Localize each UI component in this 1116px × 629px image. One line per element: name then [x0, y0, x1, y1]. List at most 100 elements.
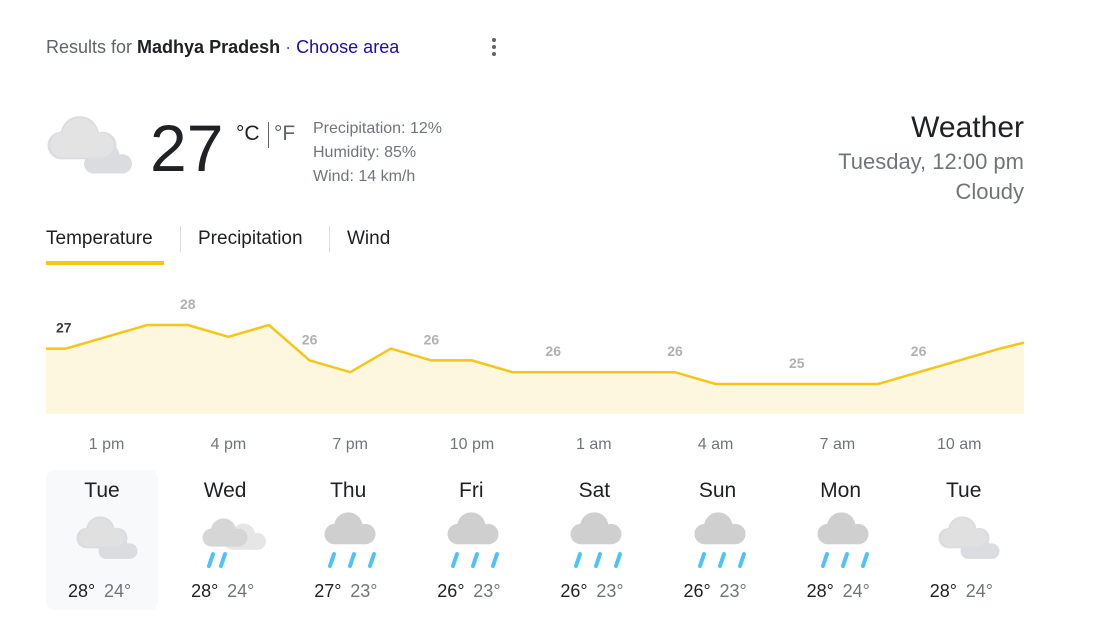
day-name[interactable]: Wed	[203, 479, 247, 502]
rain-drop	[451, 552, 460, 568]
value-label: 25	[789, 355, 805, 371]
area-fill	[46, 325, 1024, 414]
results-line: Results for Madhya Pradesh · Choose area	[46, 37, 399, 58]
tab[interactable]: Temperature	[46, 228, 153, 249]
rain-drop	[491, 552, 500, 568]
current-temperature: 27	[150, 111, 224, 185]
rain-drop	[348, 552, 357, 568]
cloud-part	[581, 531, 612, 545]
current-icon	[47, 116, 132, 174]
hour-label: 1 am	[576, 436, 612, 453]
tab[interactable]: Wind	[347, 228, 391, 249]
cloud-part	[106, 549, 130, 559]
day-icon	[570, 512, 623, 568]
hour-label: 7 pm	[332, 436, 368, 453]
tab-divider	[329, 226, 330, 252]
day-name[interactable]: Sat	[578, 479, 611, 502]
high-temp: 27°	[314, 581, 342, 601]
humidity: Humidity: 85%	[313, 144, 417, 161]
hour-label: 10 am	[937, 436, 981, 453]
low-temp: 24°	[104, 581, 132, 601]
day-icon	[202, 518, 267, 568]
line-extension	[999, 341, 1025, 350]
rain-drop	[328, 552, 337, 568]
high-temp: 28°	[68, 581, 96, 601]
precipitation: Precipitation: 12%	[313, 120, 442, 137]
rain-drop	[860, 552, 869, 568]
day-icon	[817, 512, 869, 568]
cloud-part	[93, 161, 123, 174]
hour-label: 4 am	[698, 436, 734, 453]
low-temp: 23°	[596, 581, 624, 601]
day-icon	[447, 512, 500, 568]
location: Madhya Pradesh	[137, 37, 281, 57]
low-temp: 24°	[965, 581, 993, 601]
condition: Cloudy	[955, 179, 1024, 204]
day-name[interactable]: Sun	[698, 479, 737, 502]
rain-drop	[219, 552, 228, 568]
value-label: 27	[56, 320, 72, 336]
day-icon	[938, 516, 1000, 559]
cloud-part	[704, 531, 735, 545]
day-icon	[324, 512, 377, 568]
day-name[interactable]: Thu	[330, 479, 367, 502]
unit-divider	[268, 122, 269, 148]
hour-label: 4 pm	[211, 436, 247, 453]
more-menu[interactable]	[486, 36, 502, 58]
tab[interactable]: Precipitation	[198, 228, 303, 249]
high-temp: 26°	[560, 581, 588, 601]
wind: Wind: 14 km/h	[313, 168, 416, 185]
day-icon	[76, 516, 138, 559]
hour-label: 1 pm	[89, 436, 125, 453]
rain-drop	[594, 552, 603, 568]
unit-fahrenheit[interactable]: °F	[274, 122, 296, 145]
cloud-part	[232, 539, 258, 550]
high-temp: 26°	[437, 581, 465, 601]
rain-drop	[717, 552, 726, 568]
cloud-part	[967, 549, 992, 559]
separator: ·	[285, 37, 292, 57]
datetime: Tuesday, 12:00 pm	[838, 149, 1024, 174]
cloud-part	[63, 142, 101, 158]
high-temp: 28°	[806, 581, 834, 601]
day-icon	[694, 512, 746, 568]
rain-drop	[820, 552, 829, 568]
value-label: 26	[911, 343, 927, 359]
rain-drop	[368, 552, 377, 568]
rain-drop	[840, 552, 849, 568]
hour-label: 7 am	[820, 436, 856, 453]
unit-celsius[interactable]: °C	[236, 122, 260, 145]
cloud-part	[211, 535, 239, 547]
low-temp: 24°	[842, 581, 870, 601]
day-name[interactable]: Fri	[459, 479, 484, 502]
weather-title: Weather	[911, 111, 1024, 144]
cloud-part	[827, 531, 858, 545]
rain-drop	[471, 552, 480, 568]
low-temp: 24°	[227, 581, 255, 601]
rain-drop	[737, 552, 746, 568]
value-label: 28	[180, 296, 196, 312]
day-name[interactable]: Mon	[820, 479, 862, 502]
tab-divider	[180, 226, 181, 252]
low-temp: 23°	[350, 581, 378, 601]
cloud-part	[88, 535, 116, 547]
rain-drop	[614, 552, 623, 568]
choose-area-link[interactable]: Choose area	[296, 37, 400, 57]
high-temp: 28°	[191, 581, 219, 601]
hour-label: 10 pm	[450, 436, 494, 453]
cloud-part	[334, 531, 366, 545]
low-temp: 23°	[473, 581, 501, 601]
day-name[interactable]: Tue	[84, 479, 120, 502]
active-tab-underline	[46, 261, 164, 265]
rain-drop	[574, 552, 583, 568]
day-name[interactable]: Tue	[945, 479, 982, 502]
temperature-chart: 27 28 26 26 26 26 25 26 1 pm 4 pm 7 pm 10 pm 1 am 4 a…	[46, 296, 1025, 453]
value-label: 26	[545, 343, 561, 359]
high-temp: 28°	[929, 581, 957, 601]
value-label: 26	[302, 331, 318, 347]
results-prefix: Results for	[46, 37, 133, 57]
value-label: 26	[424, 331, 440, 347]
rain-drop	[207, 552, 216, 568]
rain-drop	[697, 552, 706, 568]
